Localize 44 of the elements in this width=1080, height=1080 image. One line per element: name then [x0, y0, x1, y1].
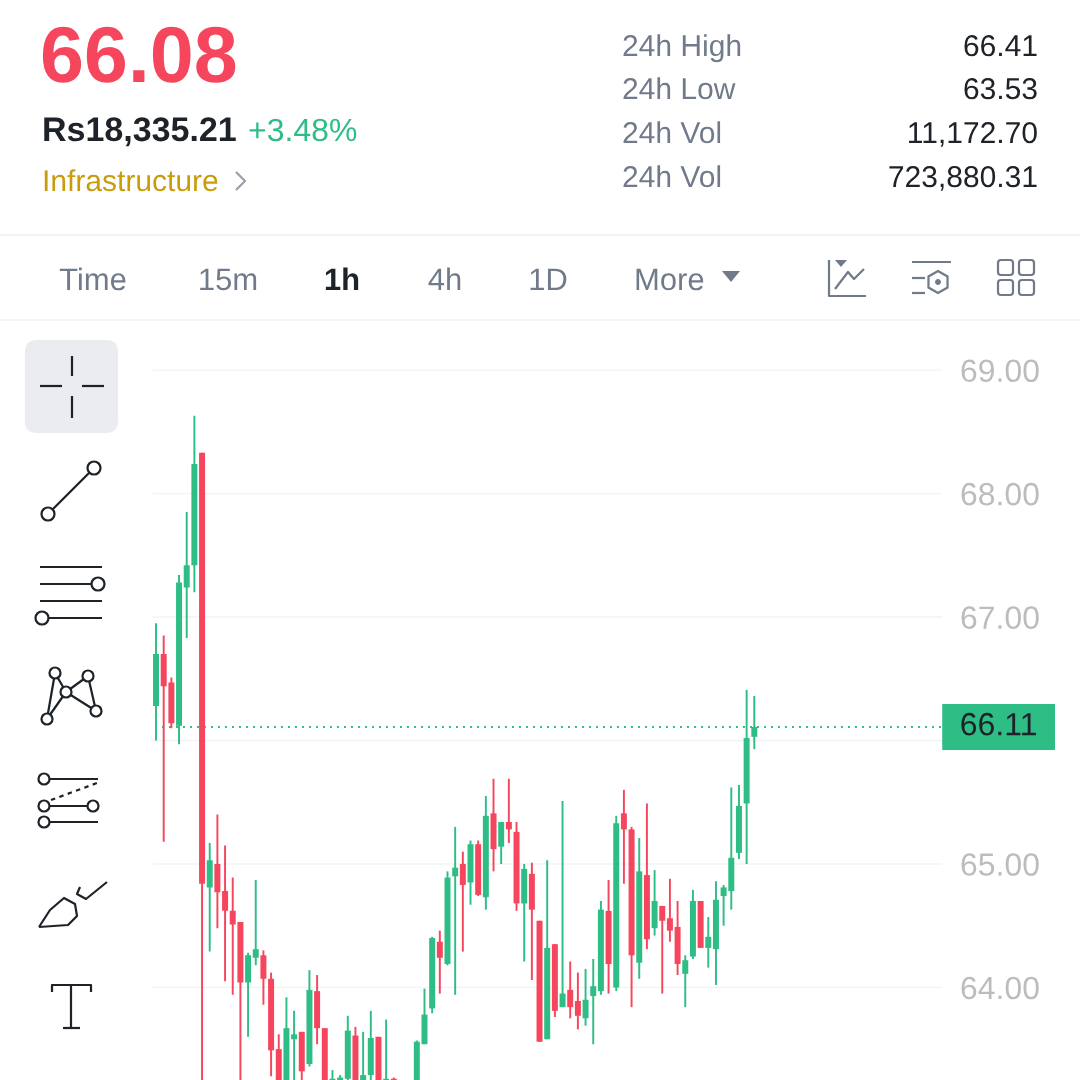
text: 723,880.31 [889, 166, 1037, 191]
text: Infrastructure [44, 169, 218, 192]
text: 24h Vol [623, 165, 721, 188]
candlestick [582, 967, 589, 1027]
candlestick [291, 1009, 298, 1080]
text: 24h Low [623, 77, 736, 100]
candlestick [567, 960, 574, 1020]
candlestick [260, 949, 267, 1006]
y-tick-label: 69.00 [961, 359, 1039, 383]
text: Time [59, 267, 126, 291]
text: 24h Vol [623, 121, 721, 144]
y-tick-label: 68.00 [961, 482, 1039, 506]
y-tick-label: 67.00 [961, 606, 1039, 629]
candlestick [360, 1030, 367, 1080]
y-tick-label: 64.00 [961, 976, 1039, 1000]
text: 1D [530, 268, 567, 290]
candlestick [590, 958, 597, 1046]
text: 24h High [623, 34, 741, 63]
candlestick [659, 904, 666, 995]
text: 11,172.70 [909, 122, 1037, 147]
ref-line-label: 66.11 [961, 712, 1036, 736]
candlestick [436, 929, 443, 995]
candlestick [574, 971, 581, 1031]
candlestick [666, 877, 673, 943]
text: 15m [200, 268, 257, 291]
candlestick [459, 850, 466, 953]
candlestick [682, 954, 689, 1009]
candlestick [505, 777, 512, 844]
text: Rs18,335.21 [44, 117, 236, 147]
chart-title: 66.08 [42, 26, 236, 83]
candlestick [705, 916, 712, 969]
candlestick [620, 788, 627, 885]
text: 1h [325, 267, 359, 290]
text: +3.48% [249, 118, 357, 142]
candlestick [183, 511, 190, 640]
candlestick [452, 825, 459, 996]
candlestick [252, 879, 259, 967]
text: 63.53 [964, 78, 1037, 100]
candlestick [559, 800, 566, 1009]
y-tick-label: 65.00 [961, 853, 1039, 876]
text: More [636, 268, 704, 291]
candlestick [222, 844, 229, 983]
text: 66.41 [964, 35, 1037, 57]
text: 4h [428, 267, 461, 290]
